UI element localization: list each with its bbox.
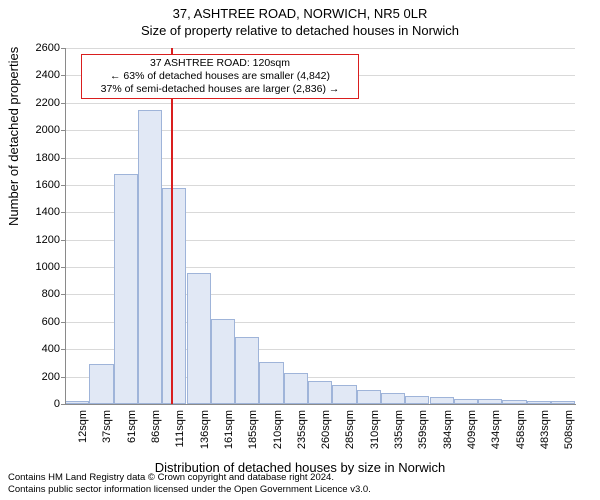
y-tick-label: 1400	[20, 206, 60, 218]
x-tick-label: 310sqm	[369, 410, 381, 460]
callout-box: 37 ASHTREE ROAD: 120sqm ← 63% of detache…	[81, 54, 359, 99]
callout-line3: 37% of semi-detached houses are larger (…	[86, 83, 354, 96]
chart-container: { "titles":{ "line1":"37, ASHTREE ROAD, …	[0, 0, 600, 500]
y-tick-label: 2000	[20, 124, 60, 136]
x-tick-label: 136sqm	[199, 410, 211, 460]
y-tick-label: 200	[20, 371, 60, 383]
y-tick-label: 2200	[20, 97, 60, 109]
footer-attribution: Contains HM Land Registry data © Crown c…	[8, 472, 371, 496]
callout-line2: ← 63% of detached houses are smaller (4,…	[86, 70, 354, 83]
x-tick-label: 458sqm	[515, 410, 527, 460]
chart-title-address: 37, ASHTREE ROAD, NORWICH, NR5 0LR	[0, 0, 600, 21]
x-tick-label: 37sqm	[101, 410, 113, 460]
y-tick-label: 400	[20, 343, 60, 355]
x-tick-label: 434sqm	[490, 410, 502, 460]
x-tick-label: 210sqm	[272, 410, 284, 460]
y-tick-label: 1000	[20, 261, 60, 273]
reference-line	[171, 48, 173, 404]
x-tick-label: 384sqm	[442, 410, 454, 460]
x-tick-label: 508sqm	[563, 410, 575, 460]
x-tick-label: 161sqm	[223, 410, 235, 460]
y-tick-label: 800	[20, 288, 60, 300]
x-tick-label: 409sqm	[466, 410, 478, 460]
footer-line2: Contains public sector information licen…	[8, 484, 371, 496]
y-tick-label: 600	[20, 316, 60, 328]
y-tick-label: 1800	[20, 152, 60, 164]
axis-lines	[65, 48, 576, 405]
plot-area: 37 ASHTREE ROAD: 120sqm ← 63% of detache…	[65, 48, 575, 404]
x-tick-label: 483sqm	[539, 410, 551, 460]
x-tick-label: 335sqm	[393, 410, 405, 460]
x-tick-label: 111sqm	[174, 410, 186, 460]
x-tick-label: 285sqm	[344, 410, 356, 460]
x-tick-label: 12sqm	[77, 410, 89, 460]
x-tick-label: 86sqm	[150, 410, 162, 460]
callout-line1: 37 ASHTREE ROAD: 120sqm	[86, 57, 354, 70]
x-tick-label: 359sqm	[417, 410, 429, 460]
y-tick-label: 0	[20, 398, 60, 410]
y-tick-label: 1200	[20, 234, 60, 246]
x-tick-label: 61sqm	[126, 410, 138, 460]
x-tick-label: 185sqm	[247, 410, 259, 460]
x-tick-label: 235sqm	[296, 410, 308, 460]
y-tick-label: 1600	[20, 179, 60, 191]
x-tick-label: 260sqm	[320, 410, 332, 460]
footer-line1: Contains HM Land Registry data © Crown c…	[8, 472, 371, 484]
chart-subtitle: Size of property relative to detached ho…	[0, 21, 600, 38]
y-tick-label: 2400	[20, 69, 60, 81]
y-tick-label: 2600	[20, 42, 60, 54]
y-axis-label: Number of detached properties	[6, 47, 21, 226]
